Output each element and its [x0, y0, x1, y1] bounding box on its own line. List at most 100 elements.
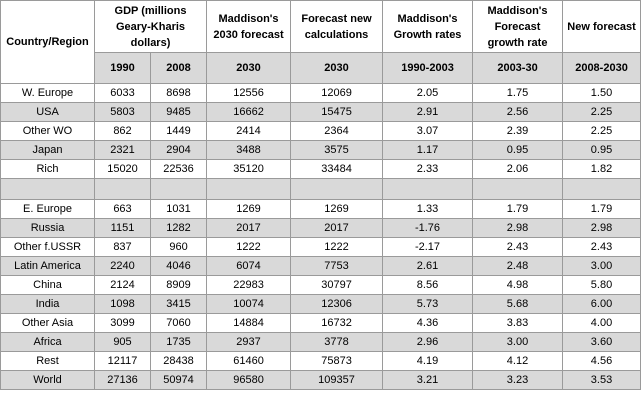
growth-1990-2003-cell: -2.17: [382, 237, 474, 257]
region-cell: Other Asia: [0, 313, 95, 333]
new-forecast-cell: 1.82: [562, 159, 642, 179]
forecast-2030-cell: 30797: [290, 275, 384, 295]
forecast-2030-cell: 109357: [290, 370, 384, 390]
forecast-2030-cell: 2017: [290, 218, 384, 238]
header-year-2030-maddison: 2030: [206, 52, 292, 84]
gdp-2008-cell: 22536: [149, 159, 208, 179]
table-row: Other f.USSR 837 960 1222 1222 -2.17 2.43 2.43: [0, 237, 642, 257]
maddison-2030-cell: 2017: [206, 218, 292, 238]
forecast-2030-cell: 3575: [290, 140, 384, 160]
region-cell: USA: [0, 102, 95, 122]
new-forecast-cell: 5.80: [562, 275, 642, 295]
maddison-2030-cell: 3488: [206, 140, 292, 160]
growth-2003-30-cell: 3.00: [472, 332, 564, 352]
growth-2003-30-cell: 0.95: [472, 140, 564, 160]
table-row: Other Asia 3099 7060 14884 16732 4.36 3.83 4.00: [0, 313, 642, 333]
header-maddison-growth: Maddison's Growth rates: [382, 0, 474, 53]
gdp-1990-cell: 3099: [94, 313, 151, 333]
maddison-2030-cell: 16662: [206, 102, 292, 122]
forecast-2030-cell: 15475: [290, 102, 384, 122]
rich-regions-rows: W. Europe 6033 8698 12556 12069 2.05 1.75 1.50 U…: [0, 83, 642, 179]
forecast-2030-cell: 7753: [290, 256, 384, 276]
growth-2003-30-cell: 2.43: [472, 237, 564, 257]
table-row: India 1098 3415 10074 12306 5.73 5.68 6.00: [0, 294, 642, 314]
forecast-2030-cell: 33484: [290, 159, 384, 179]
region-cell: China: [0, 275, 95, 295]
maddison-2030-cell: 61460: [206, 351, 292, 371]
new-forecast-cell: 3.60: [562, 332, 642, 352]
gdp-1990-cell: 5803: [94, 102, 151, 122]
table-row: Rich 15020 22536 35120 33484 2.33 2.06 1.82: [0, 159, 642, 179]
table-row: Japan 2321 2904 3488 3575 1.17 0.95 0.95: [0, 140, 642, 160]
forecast-2030-cell: 12069: [290, 83, 384, 103]
region-cell: E. Europe: [0, 199, 95, 219]
maddison-2030-cell: 12556: [206, 83, 292, 103]
header-year-1990: 1990: [94, 52, 151, 84]
gdp-2008-cell: 1735: [149, 332, 208, 352]
new-forecast-cell: 4.00: [562, 313, 642, 333]
gdp-2008-cell: 1031: [149, 199, 208, 219]
gdp-1990-cell: 12117: [94, 351, 151, 371]
region-cell: Rich: [0, 159, 95, 179]
growth-1990-2003-cell: 1.17: [382, 140, 474, 160]
gdp-1990-cell: 837: [94, 237, 151, 257]
forecast-2030-cell: 12306: [290, 294, 384, 314]
region-cell: Other WO: [0, 121, 95, 141]
table-row: W. Europe 6033 8698 12556 12069 2.05 1.75 1.50: [0, 83, 642, 103]
region-cell: W. Europe: [0, 83, 95, 103]
growth-1990-2003-cell: 3.21: [382, 370, 474, 390]
header-maddison-2030: Maddison's 2030 forecast: [206, 0, 292, 53]
gdp-1990-cell: 15020: [94, 159, 151, 179]
gdp-1990-cell: 905: [94, 332, 151, 352]
growth-2003-30-cell: 3.23: [472, 370, 564, 390]
region-cell: World: [0, 370, 95, 390]
growth-2003-30-cell: 1.79: [472, 199, 564, 219]
new-forecast-cell: 2.98: [562, 218, 642, 238]
growth-1990-2003-cell: 1.33: [382, 199, 474, 219]
new-forecast-cell: 1.50: [562, 83, 642, 103]
maddison-2030-cell: 2414: [206, 121, 292, 141]
gdp-2008-cell: 28438: [149, 351, 208, 371]
maddison-2030-cell: 14884: [206, 313, 292, 333]
gdp-1990-cell: 27136: [94, 370, 151, 390]
growth-2003-30-cell: 2.06: [472, 159, 564, 179]
maddison-2030-cell: 96580: [206, 370, 292, 390]
new-forecast-cell: 2.43: [562, 237, 642, 257]
growth-2003-30-cell: 2.56: [472, 102, 564, 122]
gdp-2008-cell: 1282: [149, 218, 208, 238]
growth-1990-2003-cell: -1.76: [382, 218, 474, 238]
new-forecast-cell: 1.79: [562, 199, 642, 219]
maddison-2030-cell: 6074: [206, 256, 292, 276]
new-forecast-cell: 2.25: [562, 121, 642, 141]
gdp-1990-cell: 6033: [94, 83, 151, 103]
new-forecast-cell: 0.95: [562, 140, 642, 160]
growth-1990-2003-cell: 3.07: [382, 121, 474, 141]
region-cell: Latin America: [0, 256, 95, 276]
new-forecast-cell: 3.00: [562, 256, 642, 276]
new-forecast-cell: 6.00: [562, 294, 642, 314]
gdp-2008-cell: 4046: [149, 256, 208, 276]
growth-1990-2003-cell: 2.05: [382, 83, 474, 103]
gdp-2008-cell: 50974: [149, 370, 208, 390]
growth-1990-2003-cell: 2.33: [382, 159, 474, 179]
maddison-2030-cell: 1222: [206, 237, 292, 257]
gdp-1990-cell: 2321: [94, 140, 151, 160]
region-cell: Russia: [0, 218, 95, 238]
table-row: Russia 1151 1282 2017 2017 -1.76 2.98 2.98: [0, 218, 642, 238]
gdp-2008-cell: 8698: [149, 83, 208, 103]
gdp-forecast-table: Country/Region GDP (millions Geary-Khari…: [0, 0, 642, 390]
gdp-2008-cell: 1449: [149, 121, 208, 141]
gdp-2008-cell: 9485: [149, 102, 208, 122]
header-new-forecast: New forecast: [562, 0, 642, 53]
gdp-2008-cell: 2904: [149, 140, 208, 160]
table-row: Rest 12117 28438 61460 75873 4.19 4.12 4.56: [0, 351, 642, 371]
gdp-2008-cell: 7060: [149, 313, 208, 333]
growth-1990-2003-cell: 4.19: [382, 351, 474, 371]
new-forecast-cell: 3.53: [562, 370, 642, 390]
forecast-2030-cell: 1269: [290, 199, 384, 219]
header-country: Country/Region: [0, 0, 95, 84]
spacer-row: [0, 178, 642, 200]
growth-1990-2003-cell: 2.96: [382, 332, 474, 352]
new-forecast-cell: 2.25: [562, 102, 642, 122]
new-forecast-cell: 4.56: [562, 351, 642, 371]
